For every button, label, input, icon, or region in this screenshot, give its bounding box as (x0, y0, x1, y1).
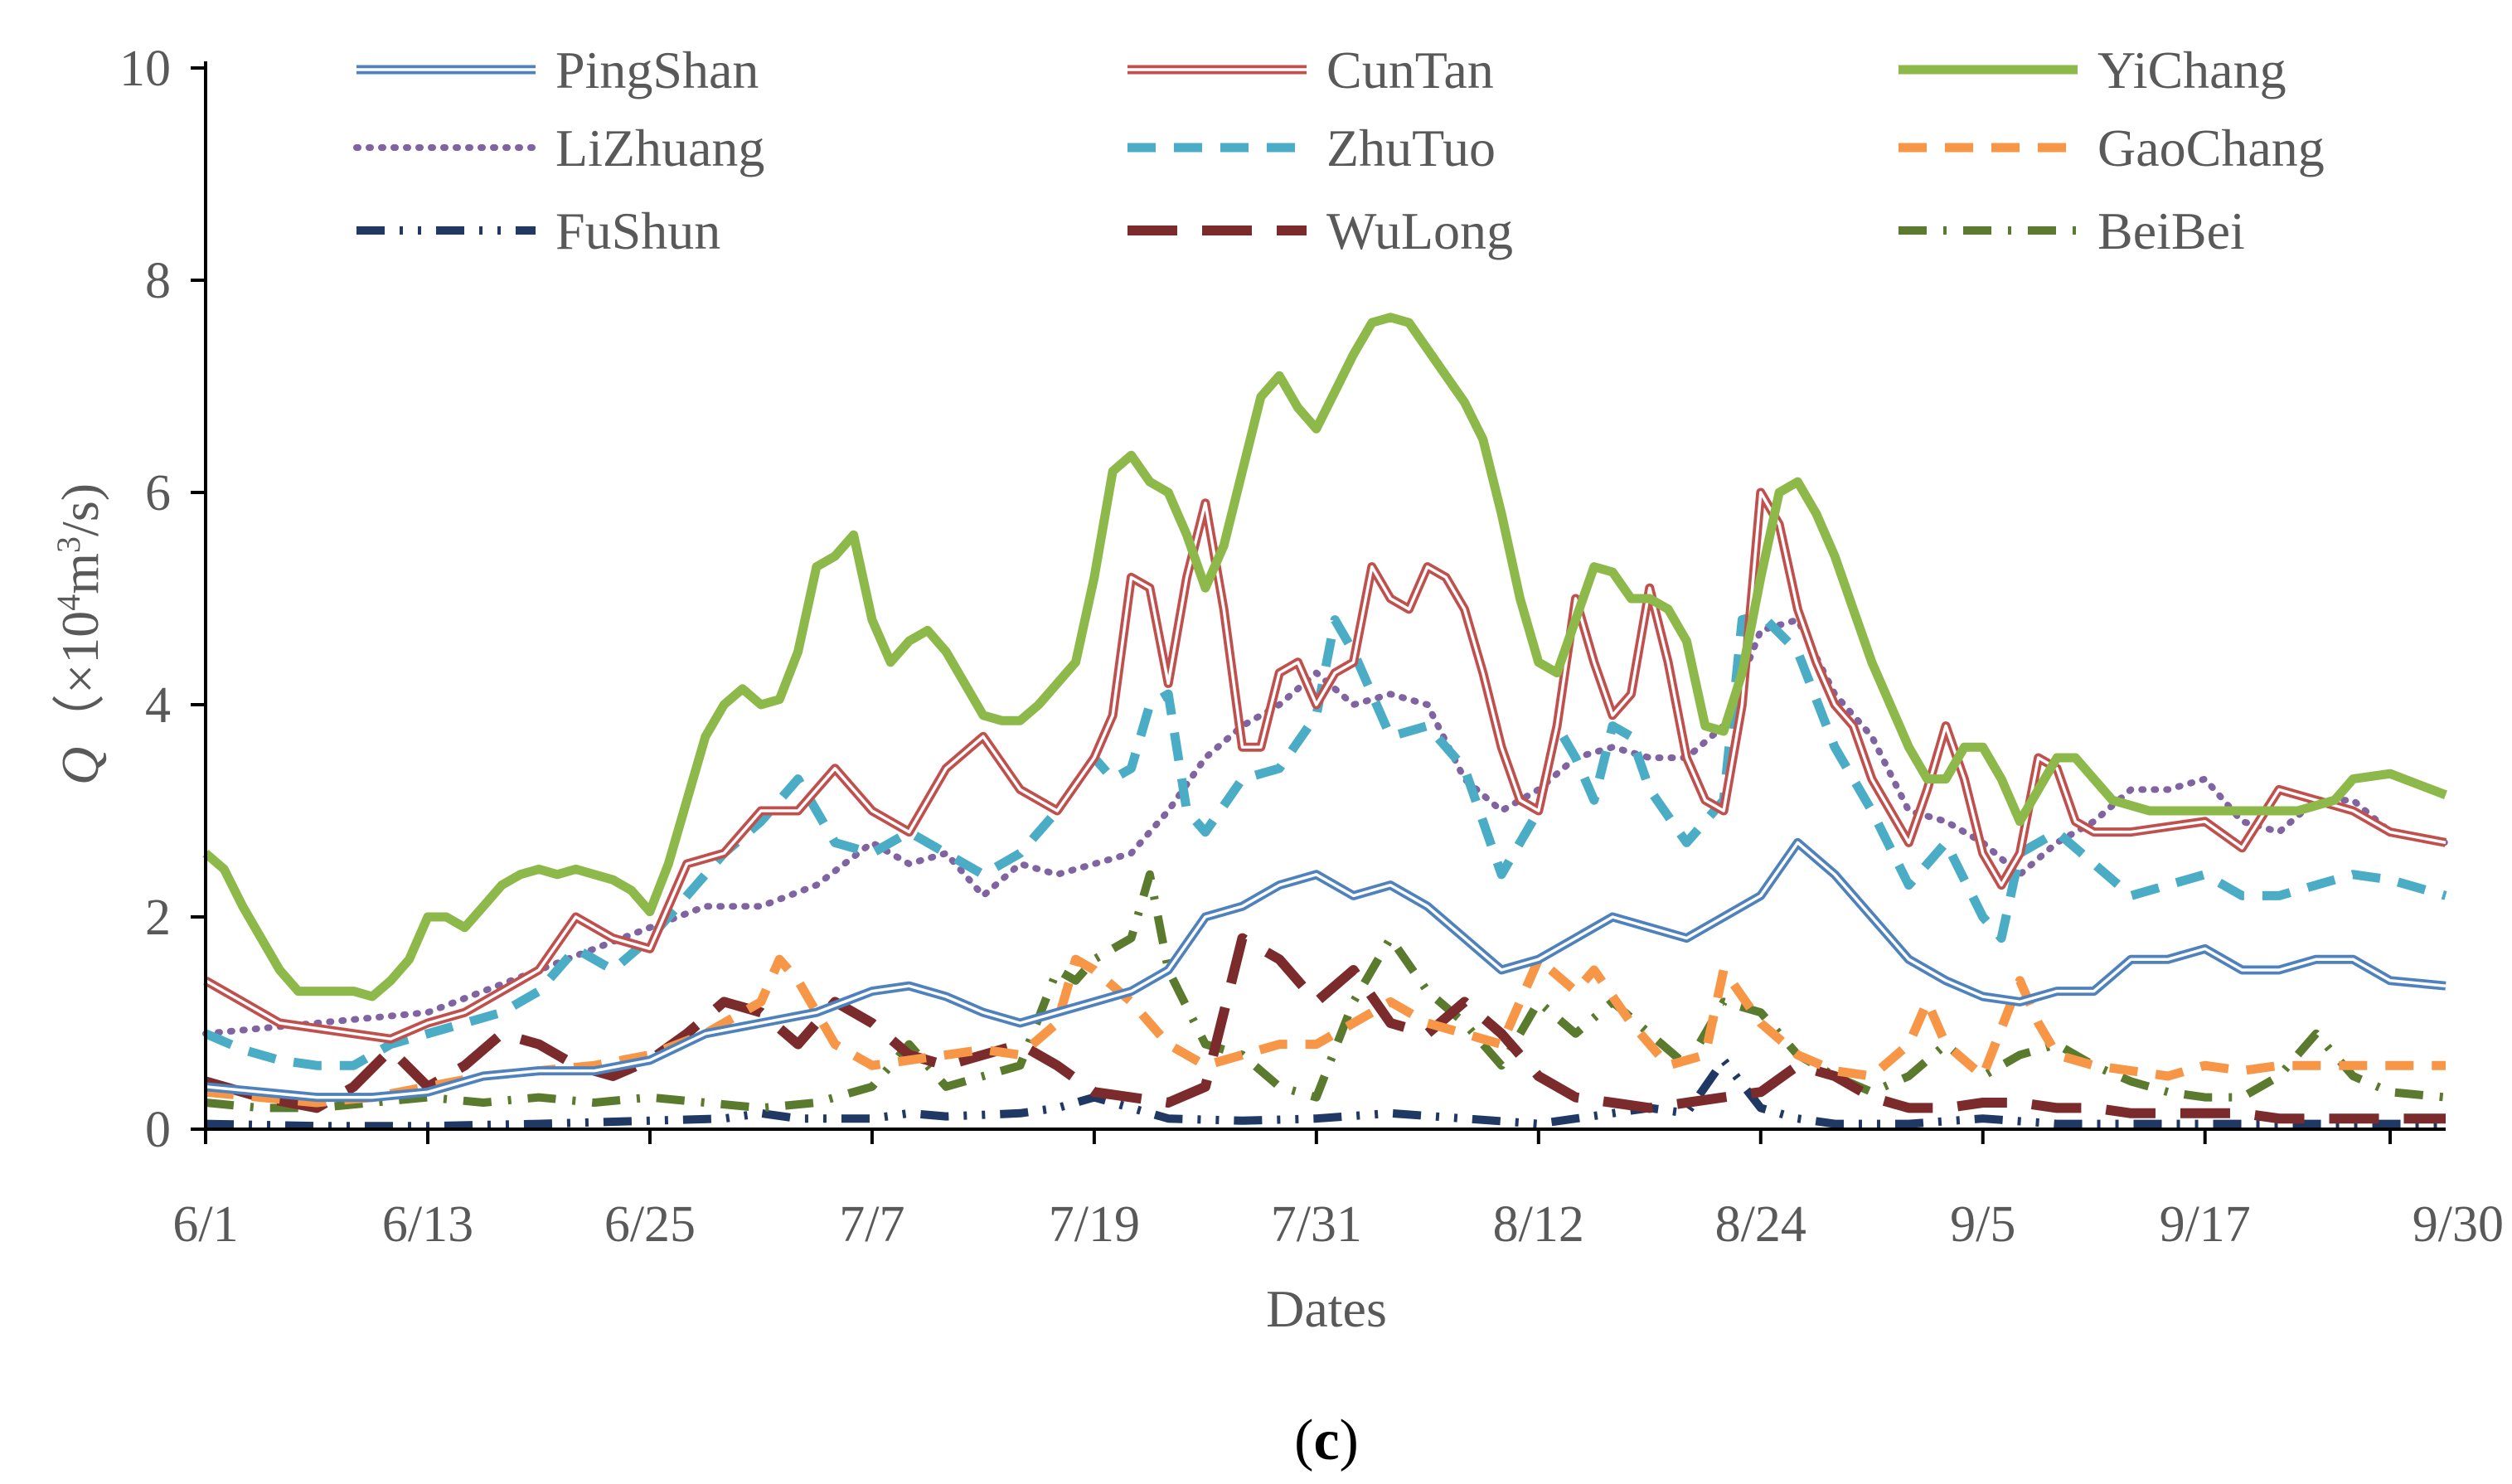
legend-label-wulong: WuLong (1326, 201, 1513, 260)
legend-label-beibei: BeiBei (2097, 201, 2245, 260)
panel-label-letter: c (1313, 1409, 1339, 1472)
x-tick-label-9-5: 9/5 (1950, 1196, 2015, 1253)
legend-label-yichang: YiChang (2097, 41, 2287, 99)
x-tick-label-6-13: 6/13 (382, 1196, 473, 1253)
y-axis-title-close: /s) (51, 483, 109, 536)
x-tick-label-8-24: 8/24 (1715, 1196, 1806, 1253)
x-tick-label-9-17: 9/17 (2160, 1196, 2251, 1253)
y-axis-title-symbol: Q (51, 747, 109, 785)
legend-label-fushun: FuShun (555, 201, 720, 260)
series-line-cuntan (203, 487, 2447, 1044)
series-line-yichang (202, 313, 2447, 1001)
y-tick-label-6: 6 (145, 465, 171, 521)
series-cuntan (203, 487, 2447, 1044)
series-line-zhutuo (203, 609, 2447, 1070)
x-tick-label-6-25: 6/25 (604, 1196, 696, 1253)
panel-label-close: ) (1340, 1409, 1359, 1472)
legend-item-wulong: WuLong (1127, 201, 1513, 260)
panel-label: (c) (1294, 1409, 1359, 1472)
y-tick-label-8: 8 (145, 253, 171, 309)
y-tick-label-0: 0 (145, 1102, 171, 1158)
legend-item-gaochang: GaoChang (1899, 119, 2325, 177)
series-yichang (202, 313, 2447, 1001)
y-tick-label-4: 4 (145, 677, 171, 734)
y-axis-title-exp2: 3 (50, 536, 87, 553)
y-axis-title: Q（×104m3/s) (50, 483, 110, 785)
legend-item-lizhuang: LiZhuang (353, 119, 764, 177)
x-tick-label-9-30: 9/30 (2413, 1196, 2504, 1253)
y-axis-title-open: （×10 (51, 611, 109, 747)
y-axis-title-exp1: 4 (50, 594, 87, 611)
series-lizhuang (202, 616, 2449, 1037)
x-tick-label-7-31: 7/31 (1271, 1196, 1362, 1253)
series-line-inner-cuntan (205, 491, 2447, 1040)
y-axis-title-mid: m (51, 553, 109, 594)
y-tick-label-2: 2 (145, 890, 171, 946)
y-tick-label-10: 10 (119, 41, 171, 97)
legend-item-pingshan: PingShan (356, 41, 759, 99)
x-tick-label-7-19: 7/19 (1049, 1196, 1140, 1253)
plot-series (202, 313, 2449, 1131)
legend-label-zhutuo: ZhuTuo (1326, 119, 1496, 177)
series-zhutuo (203, 609, 2447, 1070)
legend-item-zhutuo: ZhuTuo (1127, 119, 1496, 177)
legend-label-lizhuang: LiZhuang (555, 119, 764, 177)
legend-label-gaochang: GaoChang (2097, 119, 2325, 177)
x-tick-label-6-1: 6/1 (172, 1196, 238, 1253)
legend-item-yichang: YiChang (1899, 41, 2287, 99)
x-tick-label-8-12: 8/12 (1493, 1196, 1584, 1253)
legend-item-cuntan: CunTan (1127, 41, 1494, 99)
legend: PingShan CunTan YiChang LiZhuang ZhuTuo GaoCh… (353, 41, 2325, 260)
axes: 0 2 4 6 8 10 6/1 6/13 6/25 7/7 7/19 7/31 8/12 8/24 9/5… (119, 41, 2504, 1253)
panel-label-open: ( (1294, 1409, 1313, 1472)
legend-item-fushun: FuShun (356, 201, 720, 260)
series-line-inner-pingshan (205, 841, 2447, 1099)
series-line-gaochang (205, 954, 2446, 1108)
legend-item-beibei: BeiBei (1899, 201, 2245, 260)
series-line-lizhuang (202, 616, 2449, 1037)
legend-label-pingshan: PingShan (555, 41, 759, 99)
x-axis-title: Dates (1266, 1279, 1387, 1338)
series-gaochang (205, 954, 2446, 1108)
series-line-fushun (205, 1055, 2446, 1131)
legend-label-cuntan: CunTan (1326, 41, 1494, 99)
series-pingshan (205, 837, 2447, 1103)
x-tick-label-7-7: 7/7 (839, 1196, 904, 1253)
series-fushun (205, 1055, 2446, 1131)
